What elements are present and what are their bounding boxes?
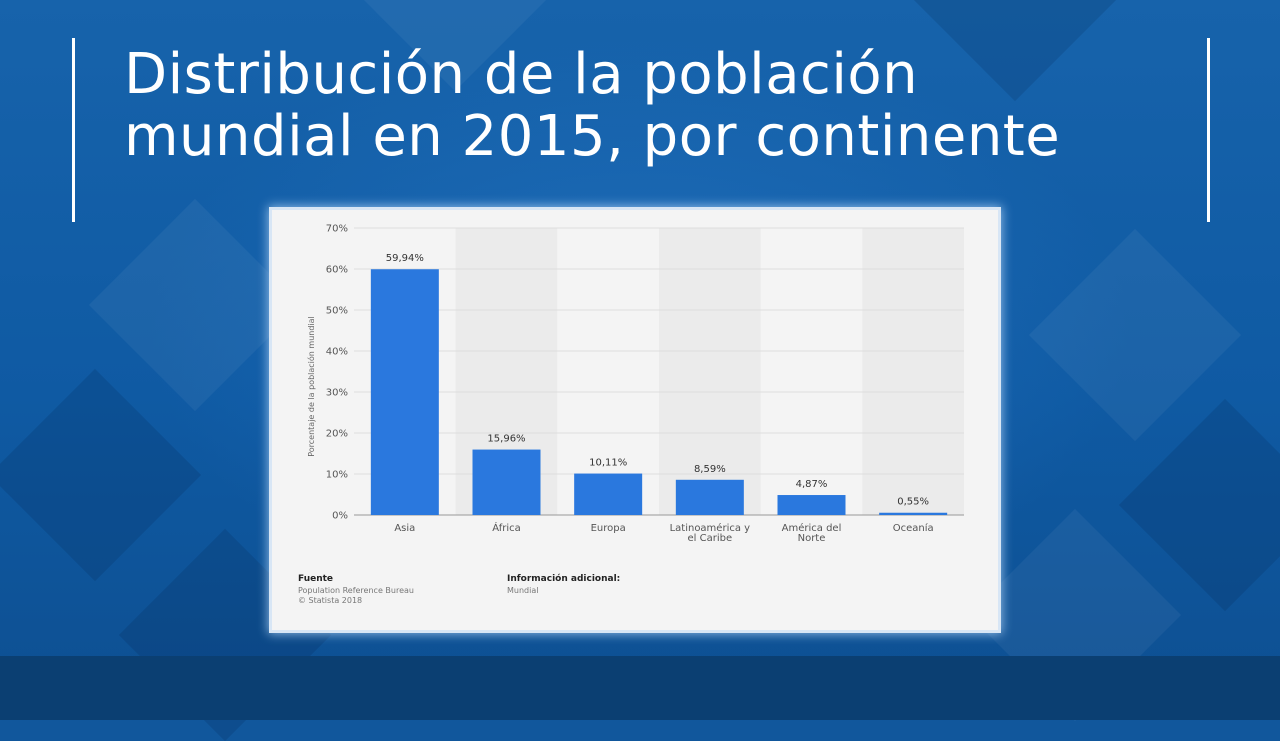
column-band — [862, 228, 964, 515]
x-tick-label: Latinoamérica y — [670, 522, 751, 534]
additional-info-heading: Información adicional: — [507, 574, 621, 584]
y-tick-label: 60% — [326, 265, 348, 276]
bar — [472, 449, 541, 515]
y-tick-label: 50% — [326, 306, 348, 317]
data-label: 15,96% — [487, 434, 525, 445]
chart-frame: 0% 10% 20% 30% 40% 50% 60% 70% Porcentaje de la … — [272, 210, 998, 630]
slide-title-line1: Distribución de la población — [124, 42, 919, 107]
x-tick-label: América del — [782, 522, 842, 534]
title-left-rule — [72, 38, 75, 222]
x-tick-label: Oceanía — [893, 522, 934, 534]
bar — [777, 495, 846, 515]
data-label: 4,87% — [796, 479, 828, 490]
data-label: 59,94% — [386, 253, 424, 264]
data-label: 0,55% — [897, 497, 929, 508]
bar — [370, 269, 439, 515]
x-tick-label: Europa — [591, 523, 626, 534]
additional-info-line: Mundial — [507, 586, 539, 595]
x-tick-label: Asia — [394, 523, 415, 534]
y-tick-label: 70% — [326, 224, 348, 235]
y-tick-label: 10% — [326, 470, 348, 481]
bar — [675, 479, 744, 515]
y-axis-label: Porcentaje de la población mundial — [306, 316, 316, 457]
source-heading: Fuente — [298, 574, 334, 584]
footer-band — [0, 656, 1280, 720]
bar — [879, 512, 948, 515]
column-band — [760, 228, 863, 515]
y-tick-label: 0% — [332, 511, 348, 522]
source-line: Population Reference Bureau — [298, 586, 414, 595]
column-band — [659, 228, 761, 515]
column-band — [557, 228, 659, 515]
title-right-rule — [1207, 38, 1210, 222]
data-label: 8,59% — [694, 464, 726, 475]
bar — [574, 473, 643, 515]
slide-title: Distribución de la población mundial en … — [124, 44, 1184, 168]
x-tick-label: Norte — [798, 533, 826, 544]
source-line: © Statista 2018 — [298, 596, 363, 605]
x-tick-label: África — [492, 521, 521, 534]
slide-title-line2: mundial en 2015, por continente — [124, 104, 1061, 169]
y-tick-label: 20% — [326, 429, 348, 440]
x-tick-label: el Caribe — [688, 533, 733, 544]
y-tick-label: 40% — [326, 347, 348, 358]
bar-chart: 0% 10% 20% 30% 40% 50% 60% 70% Porcentaje de la … — [306, 224, 964, 544]
data-label: 10,11% — [589, 458, 627, 469]
y-tick-label: 30% — [326, 388, 348, 399]
